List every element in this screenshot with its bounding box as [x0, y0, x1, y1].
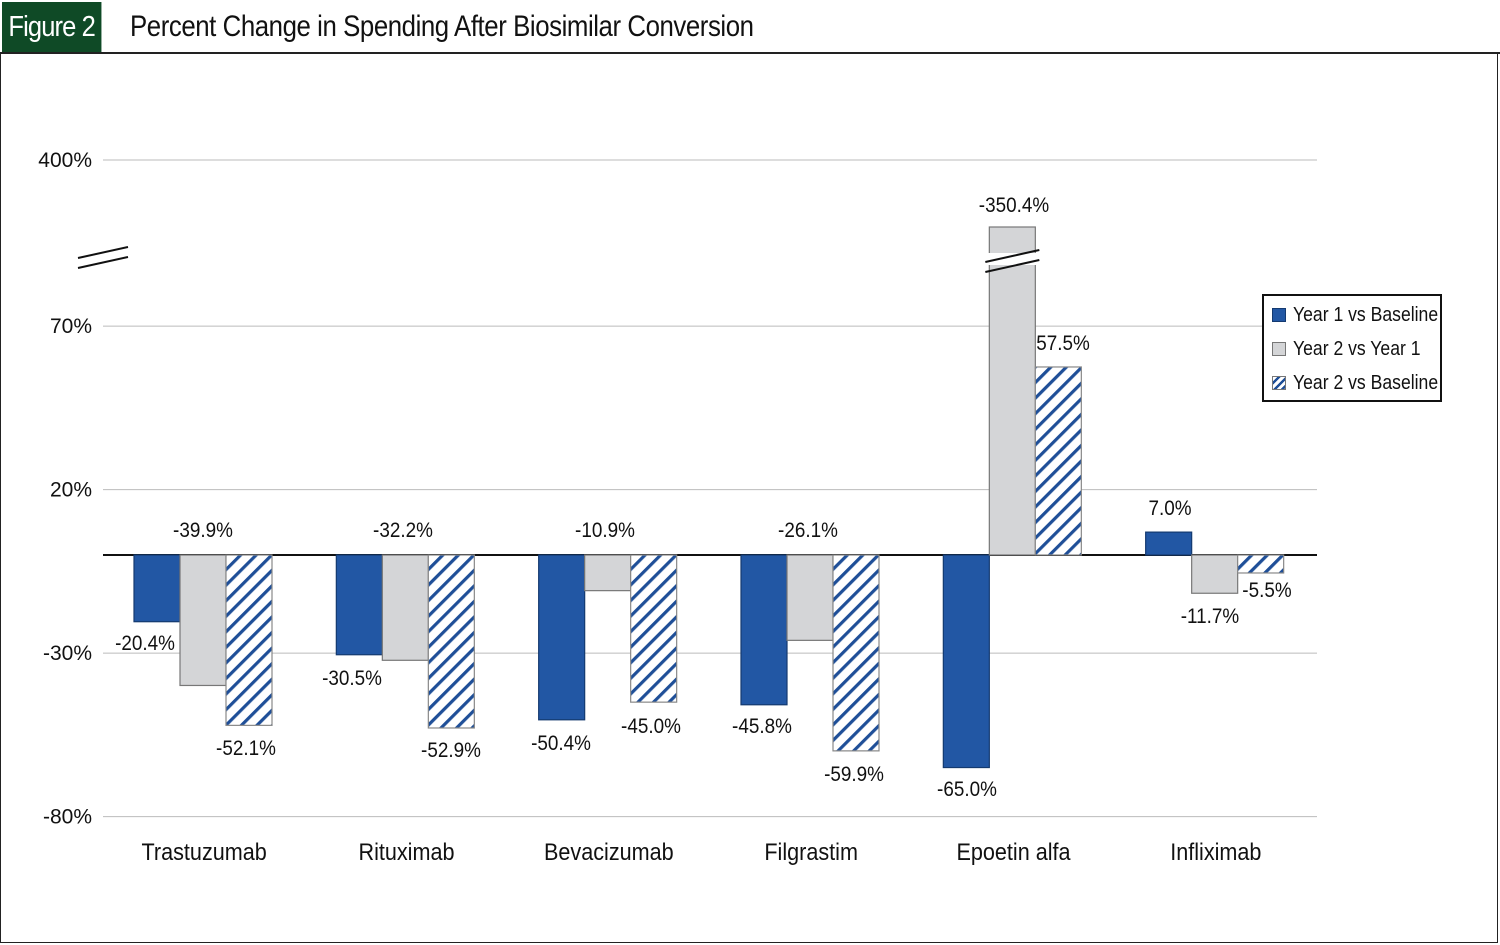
data-label: -26.1%	[778, 519, 838, 542]
legend-item-year2-vs-year1: Year 2 vs Year 1	[1272, 337, 1438, 361]
y-axis-ticks: 400% 70% 20% -30% -80%	[38, 149, 92, 829]
bar-year-2-vs-baseline	[427, 554, 475, 729]
x-category-label: Epoetin alfa	[956, 838, 1070, 865]
data-label: -65.0%	[937, 778, 997, 801]
bar-year-1-vs-baseline	[538, 554, 586, 721]
data-label: -45.0%	[621, 715, 681, 738]
data-label: -32.2%	[373, 519, 433, 542]
bar-year-2-vs-year-1	[786, 554, 834, 641]
bar-year-1-vs-baseline	[1145, 531, 1193, 556]
bar-break-line	[985, 259, 1040, 273]
axis-break-line	[77, 246, 129, 259]
data-label: -52.1%	[216, 737, 276, 760]
x-axis-categories: Trastuzumab Rituximab Bevacizumab Filgrasti…	[142, 838, 1262, 865]
x-category-label: Rituximab	[358, 838, 454, 865]
y-tick-label: 400%	[38, 149, 92, 172]
data-label: -5.5%	[1242, 579, 1292, 602]
legend-swatch-gray	[1272, 342, 1286, 356]
data-label: -52.9%	[421, 739, 481, 762]
bar-year-2-vs-year-1	[1191, 554, 1239, 594]
legend: Year 1 vs Baseline Year 2 vs Year 1 Year…	[1262, 294, 1442, 402]
data-label: -11.7%	[1181, 605, 1240, 628]
data-label: -10.9%	[575, 519, 635, 542]
gridlines	[103, 159, 1317, 818]
bar-year-1-vs-baseline	[133, 554, 181, 623]
legend-item-year1-vs-baseline: Year 1 vs Baseline	[1272, 303, 1458, 327]
data-label: -39.9%	[173, 519, 233, 542]
bar-year-2-vs-baseline	[1237, 554, 1285, 574]
bar-year-2-vs-year-1	[179, 554, 227, 687]
figure-title: Percent Change in Spending After Biosimi…	[130, 10, 754, 43]
bar-year-2-vs-year-1	[381, 554, 429, 661]
legend-swatch-blue	[1272, 308, 1286, 322]
x-category-label: Bevacizumab	[544, 838, 674, 865]
x-category-label: Filgrastim	[764, 838, 858, 865]
y-tick-label: -80%	[43, 806, 92, 829]
bar-year-2-vs-year-1	[584, 554, 632, 592]
x-category-label: Trastuzumab	[142, 838, 267, 865]
data-label: -350.4%	[979, 194, 1050, 217]
data-label: -20.4%	[115, 632, 175, 655]
bar-year-1-vs-baseline	[335, 554, 383, 656]
bar-year-2-vs-baseline	[630, 554, 678, 703]
data-labels: -20.4% -30.5% -50.4% -45.8% -65.0% 7.0% -39.9%…	[115, 194, 1292, 801]
bar-year-1-vs-baseline	[942, 554, 990, 769]
bars	[133, 226, 1285, 769]
data-label: 7.0%	[1148, 497, 1191, 520]
y-tick-label: 20%	[50, 479, 92, 502]
bar-year-1-vs-baseline	[740, 554, 788, 706]
legend-label: Year 1 vs Baseline	[1293, 303, 1439, 326]
axis-break-marks	[77, 246, 1040, 273]
y-tick-label: -30%	[43, 642, 92, 665]
legend-label: Year 2 vs Baseline	[1293, 371, 1439, 394]
bar-year-2-vs-year-1	[988, 226, 1036, 556]
y-tick-label: 70%	[50, 315, 92, 338]
legend-item-year2-vs-baseline: Year 2 vs Baseline	[1272, 371, 1458, 395]
legend-label: Year 2 vs Year 1	[1293, 337, 1421, 360]
data-label: 57.5%	[1036, 332, 1090, 355]
legend-swatch-hatched	[1272, 376, 1286, 390]
data-label: -45.8%	[732, 715, 792, 738]
x-category-label: Infliximab	[1170, 838, 1261, 865]
data-label: -59.9%	[824, 763, 884, 786]
bar-year-2-vs-baseline	[1034, 366, 1082, 556]
figure-label: Figure 2	[2, 2, 102, 52]
bar-year-2-vs-baseline	[832, 554, 880, 752]
axis-break-line	[77, 256, 129, 269]
bar-break-line	[985, 249, 1040, 263]
data-label: -50.4%	[531, 732, 591, 755]
figure-header: Figure 2 Percent Change in Spending Afte…	[0, 0, 1500, 54]
bar-break-gap	[988, 253, 1037, 265]
bar-year-2-vs-baseline	[225, 554, 273, 726]
data-label: -30.5%	[322, 667, 382, 690]
